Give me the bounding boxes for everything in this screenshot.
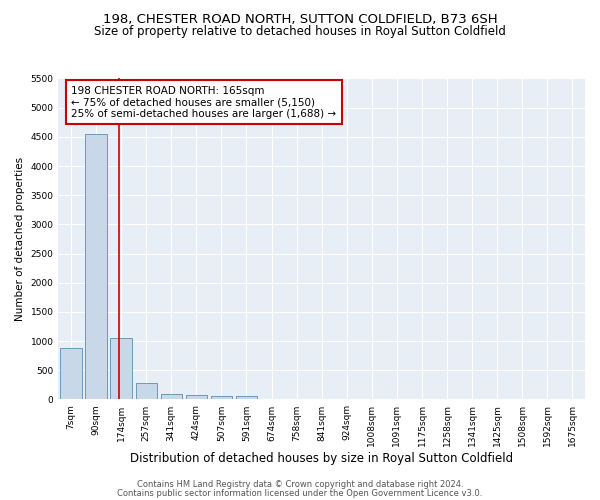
Bar	[85, 134, 107, 400]
X-axis label: Distribution of detached houses by size in Royal Sutton Coldfield: Distribution of detached houses by size …	[130, 452, 513, 465]
Bar	[110, 338, 132, 400]
Y-axis label: Number of detached properties: Number of detached properties	[15, 157, 25, 321]
Bar	[236, 396, 257, 400]
Text: 198 CHESTER ROAD NORTH: 165sqm
← 75% of detached houses are smaller (5,150)
25% : 198 CHESTER ROAD NORTH: 165sqm ← 75% of …	[71, 86, 337, 118]
Text: Contains public sector information licensed under the Open Government Licence v3: Contains public sector information licen…	[118, 488, 482, 498]
Bar	[60, 348, 82, 400]
Bar	[136, 383, 157, 400]
Bar	[161, 394, 182, 400]
Bar	[185, 395, 207, 400]
Text: Size of property relative to detached houses in Royal Sutton Coldfield: Size of property relative to detached ho…	[94, 25, 506, 38]
Text: 198, CHESTER ROAD NORTH, SUTTON COLDFIELD, B73 6SH: 198, CHESTER ROAD NORTH, SUTTON COLDFIEL…	[103, 12, 497, 26]
Bar	[211, 396, 232, 400]
Text: Contains HM Land Registry data © Crown copyright and database right 2024.: Contains HM Land Registry data © Crown c…	[137, 480, 463, 489]
